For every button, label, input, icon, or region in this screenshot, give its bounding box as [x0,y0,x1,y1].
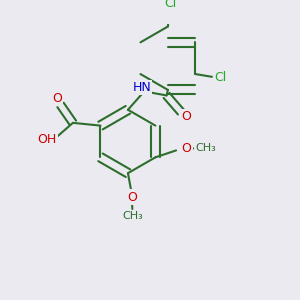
Text: CH₃: CH₃ [122,211,143,221]
Text: O: O [181,110,191,123]
Text: OH: OH [38,133,57,146]
Text: Cl: Cl [214,71,227,84]
Text: HN: HN [132,81,151,94]
Text: O: O [52,92,62,104]
Text: O: O [182,142,191,155]
Text: CH₃: CH₃ [196,143,216,153]
Text: Cl: Cl [164,0,176,10]
Text: O: O [127,191,137,204]
